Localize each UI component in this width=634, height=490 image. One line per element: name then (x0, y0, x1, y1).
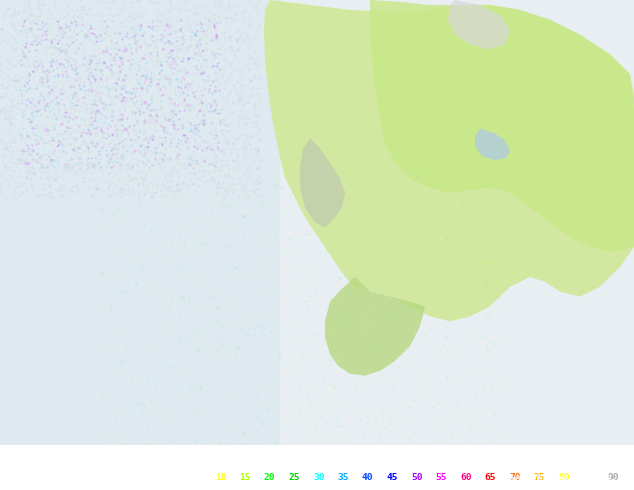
Polygon shape (448, 0, 510, 49)
Text: 45: 45 (387, 473, 398, 483)
Text: 10: 10 (215, 473, 226, 483)
Text: 15: 15 (240, 473, 251, 483)
Text: 70: 70 (509, 473, 521, 483)
Text: Surface pressure [hPa] ECMWF: Surface pressure [hPa] ECMWF (4, 452, 179, 462)
Text: 60: 60 (460, 473, 472, 483)
Text: 20: 20 (264, 473, 276, 483)
Polygon shape (264, 0, 634, 321)
Text: 40: 40 (362, 473, 373, 483)
Text: 35: 35 (337, 473, 349, 483)
Text: 25: 25 (288, 473, 300, 483)
Polygon shape (370, 0, 634, 252)
Text: 75: 75 (533, 473, 545, 483)
Text: 55: 55 (436, 473, 447, 483)
Text: Mo 23-09-2024 12:00 UTC (18+42): Mo 23-09-2024 12:00 UTC (18+42) (436, 452, 630, 462)
Text: 30: 30 (313, 473, 325, 483)
Text: 50: 50 (411, 473, 422, 483)
Text: © weatheronline.co.uk: © weatheronline.co.uk (499, 473, 630, 483)
Text: 85: 85 (583, 473, 594, 483)
Text: Isotachs 10m (km/h): Isotachs 10m (km/h) (4, 473, 123, 483)
Text: 80: 80 (558, 473, 569, 483)
Polygon shape (475, 128, 510, 160)
Text: 65: 65 (484, 473, 496, 483)
Text: 90: 90 (607, 473, 619, 483)
Polygon shape (300, 138, 345, 227)
Bar (0, 0, 280, 445)
Polygon shape (325, 277, 425, 376)
